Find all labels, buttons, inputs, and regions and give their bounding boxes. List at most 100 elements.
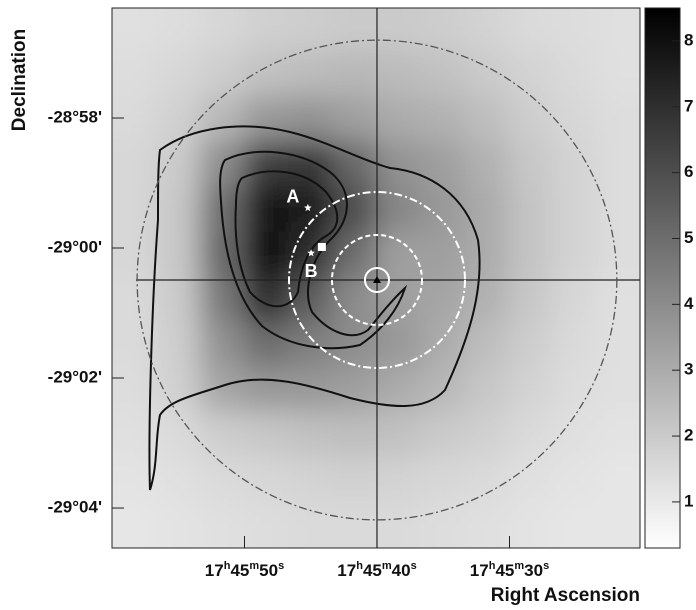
heat-cell <box>155 186 201 233</box>
heat-cell <box>375 276 421 323</box>
x-tick-label: 17h45m50s <box>205 560 284 581</box>
heat-cell <box>596 141 640 188</box>
heat-cell <box>375 456 421 503</box>
heat-cell <box>243 366 289 413</box>
source-label: A <box>286 187 299 207</box>
heat-cell <box>112 231 157 278</box>
heat-cell <box>200 51 245 98</box>
heat-cell <box>288 321 334 368</box>
heat-cell <box>464 366 509 413</box>
heat-cell <box>155 456 201 503</box>
heat-cell <box>508 141 554 188</box>
heat-cell <box>596 8 640 53</box>
heat-cell <box>375 51 421 98</box>
contour-inner <box>234 170 339 308</box>
heat-cell <box>552 321 597 368</box>
heat-cell <box>332 186 377 233</box>
heat-cell <box>332 8 377 53</box>
heat-cell <box>112 96 157 143</box>
heat-cell <box>508 231 554 278</box>
heat-cell <box>596 51 640 98</box>
heat-cell <box>112 501 157 548</box>
heat-cell <box>155 276 201 323</box>
colorbar-tick-label: 8 <box>684 30 693 49</box>
heat-cell <box>596 411 640 458</box>
heat-cell <box>464 276 509 323</box>
heat-cell <box>508 96 554 143</box>
heat-cell <box>552 501 597 548</box>
heat-cell <box>288 366 334 413</box>
heat-cell <box>596 96 640 143</box>
source-star <box>307 249 315 257</box>
heat-cell <box>332 366 377 413</box>
contours <box>148 125 481 491</box>
heat-cell <box>596 276 640 323</box>
heat-cell <box>332 456 377 503</box>
heat-cell <box>288 501 334 548</box>
heat-cell <box>508 276 554 323</box>
colorbar <box>644 7 681 549</box>
heat-cell <box>552 96 597 143</box>
y-axis-title: Declination <box>9 29 30 131</box>
heat-cell <box>464 51 509 98</box>
heat-cell <box>420 8 466 53</box>
heat-cell <box>112 8 157 53</box>
heat-cell <box>375 411 421 458</box>
heat-cell <box>596 501 640 548</box>
heat-cell <box>375 96 421 143</box>
heat-cell <box>288 456 334 503</box>
heat-cell <box>155 366 201 413</box>
y-tick-label: -29°00' <box>48 237 102 256</box>
heat-cell <box>464 321 509 368</box>
heat-cell <box>464 501 509 548</box>
heat-cell <box>552 186 597 233</box>
heat-cell <box>508 186 554 233</box>
heat-cell <box>332 276 377 323</box>
y-tick-label: -29°02' <box>48 367 102 386</box>
heat-cell <box>552 8 597 53</box>
heat-cell <box>464 456 509 503</box>
heat-cell <box>288 8 334 53</box>
heat-cell <box>375 8 421 53</box>
contour-outer <box>148 125 481 491</box>
region-circle <box>330 233 423 326</box>
heat-cell <box>420 96 466 143</box>
heat-cell <box>200 321 245 368</box>
colorbar-tick-label: 6 <box>684 162 693 181</box>
heat-cell <box>243 231 289 278</box>
heat-cell <box>243 456 289 503</box>
heat-cell <box>200 8 245 53</box>
heat-cell <box>464 141 509 188</box>
y-tick-label: -29°04' <box>48 498 102 517</box>
heat-cell <box>112 186 157 233</box>
heat-cell <box>332 51 377 98</box>
heat-cell <box>464 231 509 278</box>
plot-frame <box>111 7 641 549</box>
heat-cell <box>243 501 289 548</box>
heat-cell <box>243 411 289 458</box>
heat-cell <box>243 276 289 323</box>
heat-cell <box>155 231 201 278</box>
heat-cell <box>200 501 245 548</box>
heat-cell <box>112 276 157 323</box>
heat-cell <box>420 411 466 458</box>
heat-cell <box>420 51 466 98</box>
source-square <box>317 242 326 251</box>
heat-cell <box>508 501 554 548</box>
heat-cell <box>375 501 421 548</box>
overlay: AB <box>136 8 640 548</box>
heat-cell <box>552 276 597 323</box>
heat-cell <box>596 456 640 503</box>
center-marker <box>372 275 381 283</box>
colorbar-tick-label: 1 <box>684 491 693 510</box>
heat-cell <box>112 411 157 458</box>
heat-cell <box>155 96 201 143</box>
heat-cell <box>332 96 377 143</box>
heat-cell <box>508 51 554 98</box>
heat-cell <box>552 456 597 503</box>
heat-cell <box>288 51 334 98</box>
colorbar-tick-label: 2 <box>684 426 693 445</box>
heat-cell <box>332 501 377 548</box>
heat-cell <box>243 141 289 188</box>
heat-cell <box>552 366 597 413</box>
